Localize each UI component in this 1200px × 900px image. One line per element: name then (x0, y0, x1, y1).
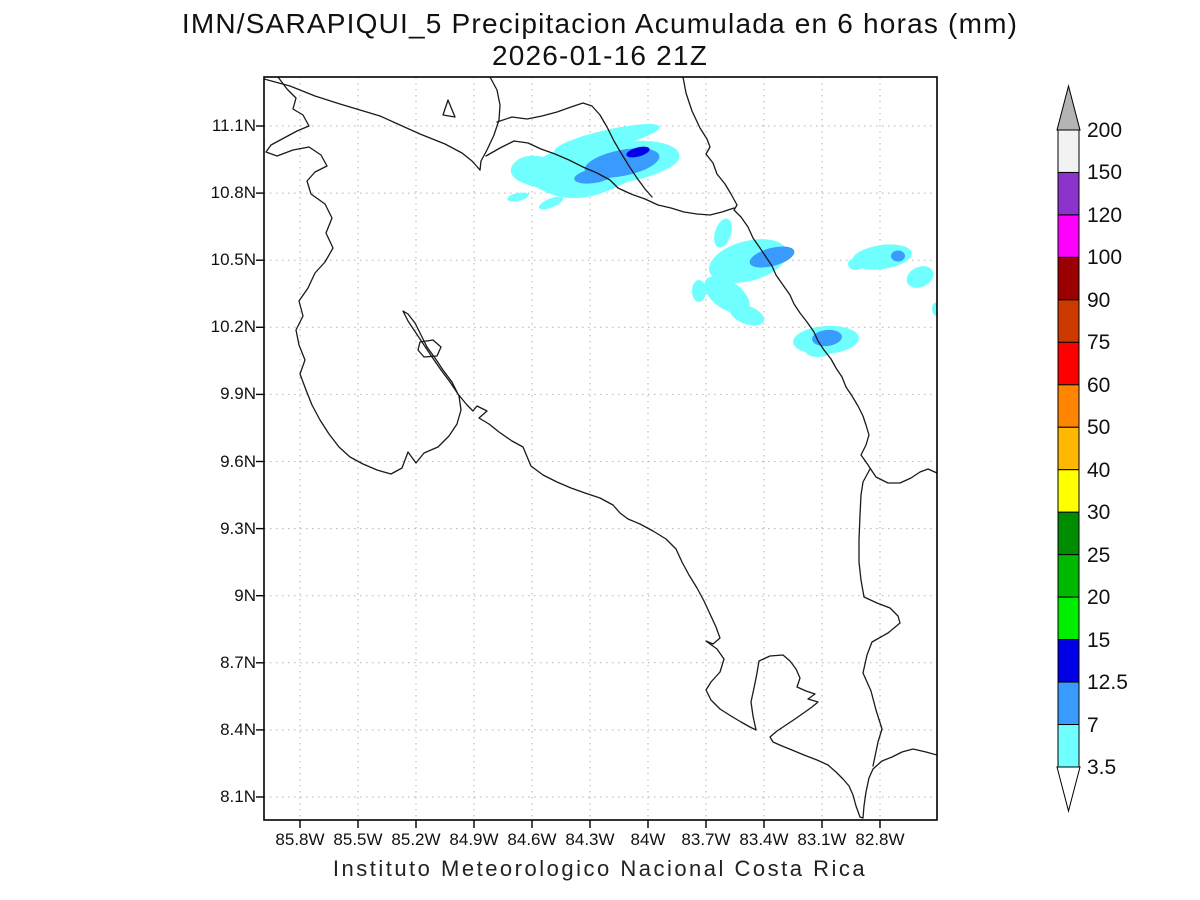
colorbar-tick-label: 30 (1087, 501, 1111, 525)
precip-patch-light (806, 347, 830, 357)
lat-tick-label: 10.2N (210, 317, 256, 337)
colorbar (1056, 84, 1081, 813)
precip-patch-dark (626, 146, 650, 158)
lon-tick-label: 85.8W (275, 830, 325, 849)
colorbar-segment (1057, 214, 1080, 258)
colorbar-tick-label: 120 (1087, 203, 1123, 227)
lon-tick-label: 84.9W (449, 830, 499, 849)
lon-tick-label: 85.2W (391, 830, 441, 849)
precip-patch-light (714, 218, 732, 248)
precip-patch-medium (749, 246, 795, 268)
precip-patch-light (906, 266, 934, 288)
precip-patch-light (729, 304, 765, 326)
colorbar-tick-label: 20 (1087, 586, 1111, 610)
lon-tick-label: 83.7W (681, 830, 731, 849)
colorbar-segment (1057, 639, 1080, 683)
rio-san-juan-line (485, 140, 735, 216)
border-panama (858, 468, 901, 767)
colorbar-segment (1057, 554, 1080, 598)
coastline-pacific (265, 77, 937, 819)
lat-tick-label: 10.5N (210, 250, 256, 270)
colorbar-segment (1057, 299, 1080, 343)
colorbar-arrow-above-max (1056, 84, 1081, 131)
colorbar-tick-label: 12.5 (1087, 671, 1128, 695)
colorbar-arrow-below-min (1056, 766, 1081, 813)
lat-tick-label: 8.1N (220, 787, 256, 806)
colorbar-tick-label: 200 (1087, 119, 1123, 142)
colorbar-segment (1057, 426, 1080, 471)
colorbar-tick-label: 150 (1087, 161, 1123, 185)
colorbar-segment (1057, 724, 1080, 768)
lon-tick-label: 83.1W (797, 830, 847, 849)
lake-nicaragua-shore-south (264, 78, 481, 171)
precip-patch-medium (891, 250, 905, 262)
precip-patch-medium (812, 329, 842, 347)
precip-patch-light (692, 280, 706, 302)
precipitation-shading (507, 124, 937, 357)
lon-tick-label: 85.5W (333, 830, 383, 849)
axis-ticks (256, 125, 881, 828)
plot-title: IMN/SARAPIQUI_5 Precipitacion Acumulada … (181, 8, 1019, 39)
lon-tick-label: 82.8W (855, 830, 905, 849)
chira-island (417, 339, 442, 358)
precip-patch-light (848, 258, 864, 270)
precip-patch-light (554, 124, 660, 154)
lon-tick-label: 84.6W (507, 830, 557, 849)
lon-tick-label: 84.3W (565, 830, 615, 849)
map-frame (263, 76, 938, 821)
lat-tick-label: 9.3N (220, 518, 256, 538)
lat-tick-label: 9N (234, 585, 256, 605)
plot-subtitle: 2026-01-16 21Z (491, 40, 709, 71)
colorbar-segment (1057, 341, 1080, 386)
lake-island (442, 99, 456, 118)
colorbar-tick-label: 60 (1087, 373, 1111, 397)
colorbar-tick-label: 40 (1087, 458, 1111, 482)
colorbar-tick-label: 90 (1087, 288, 1111, 312)
precip-patch-light (704, 276, 750, 314)
colorbar-tick-label: 25 (1087, 543, 1111, 567)
lat-tick-label: 11.1N (211, 116, 256, 135)
colorbar-segment (1057, 681, 1080, 726)
lon-tick-label: 83.4W (739, 830, 789, 849)
precip-patch-light (507, 192, 529, 202)
lat-tick-label: 8.7N (220, 652, 256, 672)
lon-tick-label: 84W (630, 830, 666, 849)
lat-tick-label: 8.4N (220, 719, 256, 739)
colorbar-segment (1057, 129, 1080, 173)
colorbar-tick-label: 50 (1087, 416, 1111, 440)
lat-tick-label: 9.6N (220, 451, 256, 471)
coastline (264, 77, 937, 819)
colorbar-segment (1057, 384, 1080, 428)
colorbar-tick-label: 15 (1087, 628, 1111, 652)
precip-patch-light (932, 302, 937, 316)
colorbar-segment (1057, 596, 1080, 641)
colorbar-segment (1057, 469, 1080, 513)
lake-nicaragua-shore-east (479, 77, 501, 171)
border-nicaragua-line (496, 102, 653, 198)
colorbar-tick-label: 7 (1087, 713, 1099, 737)
colorbar-tick-label: 100 (1087, 246, 1123, 270)
colorbar-tick-label: 3.5 (1087, 756, 1117, 779)
colorbar-segment (1057, 256, 1080, 301)
coastline-caribbean (682, 77, 937, 484)
colorbar-segment (1057, 511, 1080, 556)
footer-caption: Instituto Meteorologico Nacional Costa R… (332, 856, 868, 881)
lat-tick-label: 9.9N (220, 384, 256, 404)
colorbar-tick-label: 75 (1087, 331, 1111, 355)
precip-patch-medium (574, 168, 614, 184)
precip-patch-light (538, 196, 564, 210)
lat-tick-label: 10.8N (210, 183, 256, 203)
colorbar-segment (1057, 171, 1080, 216)
